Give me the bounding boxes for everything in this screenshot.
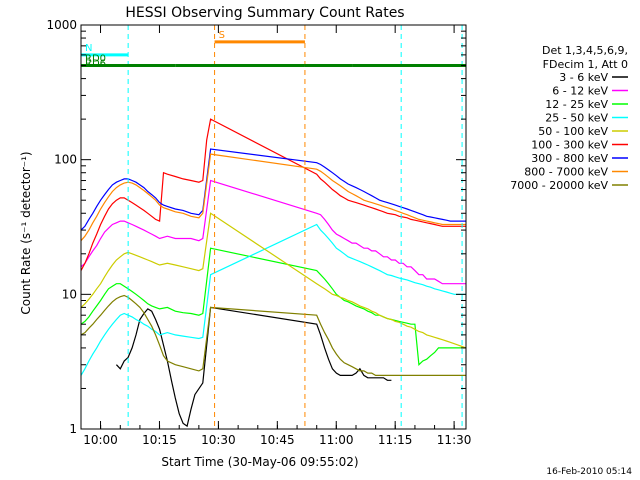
- series-line-2: [80, 247, 466, 366]
- y-axis-label: Count Rate (s⁻¹ detector⁻¹): [19, 151, 33, 314]
- series-line-1: [80, 179, 466, 285]
- y-tick-label-1: 10: [62, 287, 77, 301]
- axes: 10:00 10:15 10:30 10:45 11:00 11:15 11:30 1 10 10…: [46, 18, 471, 447]
- plot-frame: [80, 24, 467, 430]
- legend-label-6: 300 - 800 keV: [531, 152, 608, 165]
- legend-label-3: 25 - 50 keV: [545, 112, 608, 125]
- x-tick-label-3: 10:45: [260, 433, 295, 447]
- y-tick-label-0: 1: [69, 422, 77, 436]
- flag-label-1: S: [219, 30, 225, 41]
- legend-label-2: 12 - 25 keV: [545, 98, 608, 111]
- y-tick-label-2: 100: [54, 153, 77, 167]
- legend-header-line-2: FDecim 1, Att 0: [543, 58, 628, 71]
- x-axis-label: Start Time (30-May-06 09:55:02): [161, 455, 358, 469]
- x-tick-label-6: 11:30: [437, 433, 472, 447]
- legend-header: Det 1,3,4,5,6,9, FDecim 1, Att 0: [542, 44, 628, 71]
- legend-label-8: 7000 - 20000 keV: [510, 179, 608, 192]
- x-tick-label-4: 11:00: [319, 433, 354, 447]
- legend-label-5: 100 - 300 keV: [531, 139, 608, 152]
- chart-title: HESSI Observing Summary Count Rates: [125, 5, 404, 21]
- x-tick-label-5: 11:15: [378, 433, 413, 447]
- legend-label-7: 800 - 7000 keV: [524, 166, 608, 179]
- plot-area: [80, 118, 467, 428]
- legend-label-1: 6 - 12 keV: [552, 85, 608, 98]
- flag-label-2: RD0: [85, 54, 106, 65]
- legend-header-line-1: Det 1,3,4,5,6,9,: [542, 44, 628, 57]
- legend-label-0: 3 - 6 keV: [559, 71, 608, 84]
- series-line-7: [80, 153, 466, 242]
- x-tick-label-2: 10:30: [201, 433, 236, 447]
- series-line-4: [80, 212, 467, 349]
- x-tick-label-1: 10:15: [142, 433, 177, 447]
- series-line-0: [115, 306, 392, 428]
- y-tick-label-3: 1000: [46, 18, 77, 32]
- x-tick-label-0: 10:00: [83, 433, 118, 447]
- series-line-3: [80, 223, 466, 376]
- series-line-8: [80, 294, 466, 376]
- legend-label-4: 50 - 100 keV: [538, 125, 608, 138]
- flag-label-3: RD6: [85, 58, 106, 69]
- series-line-5: [80, 118, 466, 271]
- flag-label-0: N: [85, 43, 92, 54]
- footer-timestamp: 16-Feb-2010 05:14: [546, 467, 632, 477]
- series-line-6: [80, 148, 466, 231]
